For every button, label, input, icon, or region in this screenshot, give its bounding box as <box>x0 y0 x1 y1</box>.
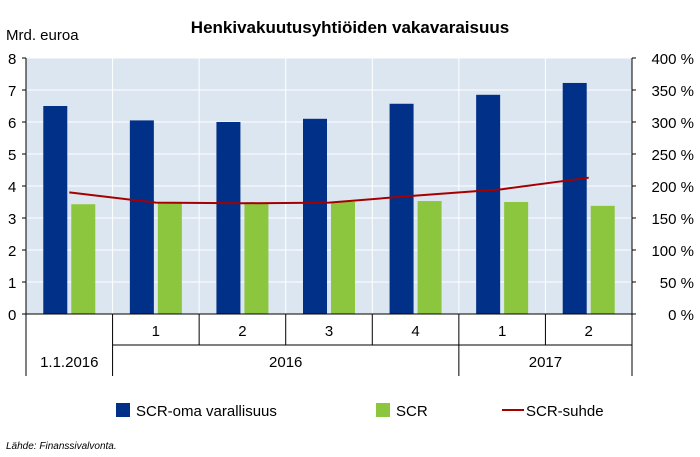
x-group-labels: 1.1.2016 2016 2017 <box>40 354 562 371</box>
axes <box>22 57 636 376</box>
y-tick-label: 5 <box>8 147 16 164</box>
source-note: Lähde: Finanssivalvonta. <box>6 441 117 452</box>
y2-tick-label: 350 % <box>651 83 694 100</box>
y2-tick-label: 400 % <box>651 51 694 68</box>
bar-scr-own-funds <box>216 122 241 314</box>
chart-title: Henkivakuutusyhtiöiden vakavaraisuus <box>191 18 509 37</box>
gridlines <box>26 57 632 315</box>
x-category-label: 1 <box>152 323 160 340</box>
y2-tick-labels: 0 % 50 % 100 % 150 % 200 % 250 % 300 % 350 % 400… <box>651 51 694 324</box>
y-tick-labels: 0 1 2 3 4 5 6 7 8 <box>8 51 16 324</box>
bar-scr-own-funds <box>389 103 414 314</box>
y-tick-label: 1 <box>8 275 16 292</box>
bar-scr <box>157 202 182 314</box>
x-category-label: 4 <box>411 323 419 340</box>
legend-label: SCR-oma varallisuus <box>136 403 277 420</box>
bar-scr <box>504 202 529 314</box>
legend-label: SCR <box>396 403 428 420</box>
y2-tick-label: 100 % <box>651 243 694 260</box>
y2-tick-label: 200 % <box>651 179 694 196</box>
bar-scr-own-funds <box>562 82 587 315</box>
legend-swatch <box>116 403 130 417</box>
bar-scr <box>71 204 96 314</box>
bar-scr <box>244 203 269 314</box>
scr-ratio-line <box>69 176 589 205</box>
y2-tick-label: 150 % <box>651 211 694 228</box>
x-group-label: 2017 <box>529 354 562 371</box>
bar-scr <box>331 202 355 314</box>
legend-label: SCR-suhde <box>526 403 604 420</box>
y-tick-label: 2 <box>8 243 16 260</box>
y-axis-label: Mrd. euroa <box>6 27 79 44</box>
x-category-label: 2 <box>238 323 246 340</box>
bar-scr <box>417 201 442 314</box>
y-tick-label: 4 <box>8 179 16 196</box>
bar-scr-own-funds <box>303 118 327 314</box>
y2-tick-label: 300 % <box>651 115 694 132</box>
bars <box>43 82 615 315</box>
x-category-label: 2 <box>585 323 593 340</box>
x-category-labels: 1 2 3 4 1 2 <box>152 323 593 340</box>
bar-scr-own-funds <box>476 94 501 314</box>
y-tick-label: 7 <box>8 83 16 100</box>
bar-scr-own-funds <box>43 106 68 314</box>
bar-scr <box>590 205 615 314</box>
x-category-label: 3 <box>325 323 333 340</box>
y-tick-label: 3 <box>8 211 16 228</box>
legend: SCR-oma varallisuus SCR SCR-suhde <box>116 403 604 420</box>
y2-tick-label: 250 % <box>651 147 694 164</box>
bar-scr-own-funds <box>129 120 154 315</box>
ratio-line <box>69 176 589 205</box>
y-tick-label: 8 <box>8 51 16 68</box>
y-tick-label: 6 <box>8 115 16 132</box>
y2-tick-label: 0 % <box>668 307 694 324</box>
legend-swatch <box>376 403 390 417</box>
y-tick-label: 0 <box>8 307 16 324</box>
x-group-label: 2016 <box>269 354 302 371</box>
y2-tick-label: 50 % <box>660 275 694 292</box>
x-group-label: 1.1.2016 <box>40 354 98 371</box>
x-category-label: 1 <box>498 323 506 340</box>
